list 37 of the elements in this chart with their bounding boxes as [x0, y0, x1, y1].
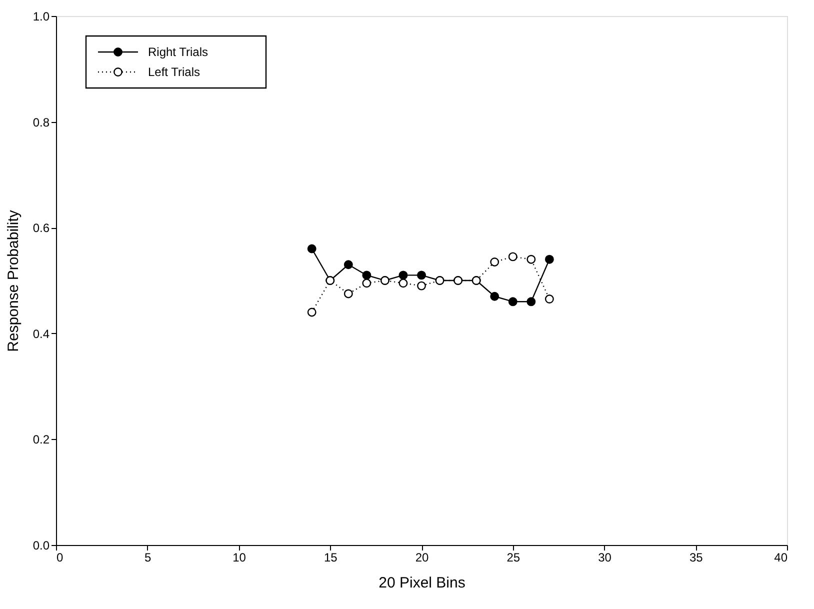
x-tick-label: 0 [56, 550, 64, 564]
point [307, 308, 316, 317]
point [526, 297, 536, 306]
point [307, 244, 316, 254]
x-tick-label: 10 [232, 550, 246, 564]
point [544, 254, 554, 264]
y-tick-label: 0.4 [32, 326, 50, 341]
point [362, 278, 372, 288]
point [398, 278, 408, 288]
point [526, 254, 536, 264]
x-tick-label: 20 [415, 550, 429, 564]
point [544, 294, 554, 304]
point [490, 258, 500, 266]
x-axis-title: 20 Pixel Bins [378, 574, 466, 592]
y-tick-label: 0.0 [32, 538, 50, 552]
legend-label: Right Trials [148, 45, 208, 59]
x-tick-label: 25 [506, 550, 520, 564]
y-tick-label: 0.6 [32, 221, 50, 236]
x-tick-label: 35 [689, 550, 704, 564]
y-tick-label: 1.0 [32, 10, 50, 24]
y-tick-label: 0.8 [32, 115, 50, 130]
point [344, 289, 353, 298]
point [417, 270, 426, 280]
y-axis-title: Response Probability [4, 210, 22, 352]
x-tick-label: 40 [774, 550, 788, 564]
x-tick-label: 15 [324, 550, 338, 564]
x-tick-label: 5 [144, 550, 152, 564]
point [362, 270, 372, 280]
legend-label: Left Trials [148, 65, 200, 79]
point [490, 292, 500, 301]
point [508, 252, 518, 262]
point [417, 281, 426, 290]
point [398, 270, 408, 280]
point [508, 297, 518, 306]
point [344, 260, 353, 270]
x-tick-label: 30 [598, 550, 612, 564]
y-tick-label: 0.2 [32, 432, 50, 447]
